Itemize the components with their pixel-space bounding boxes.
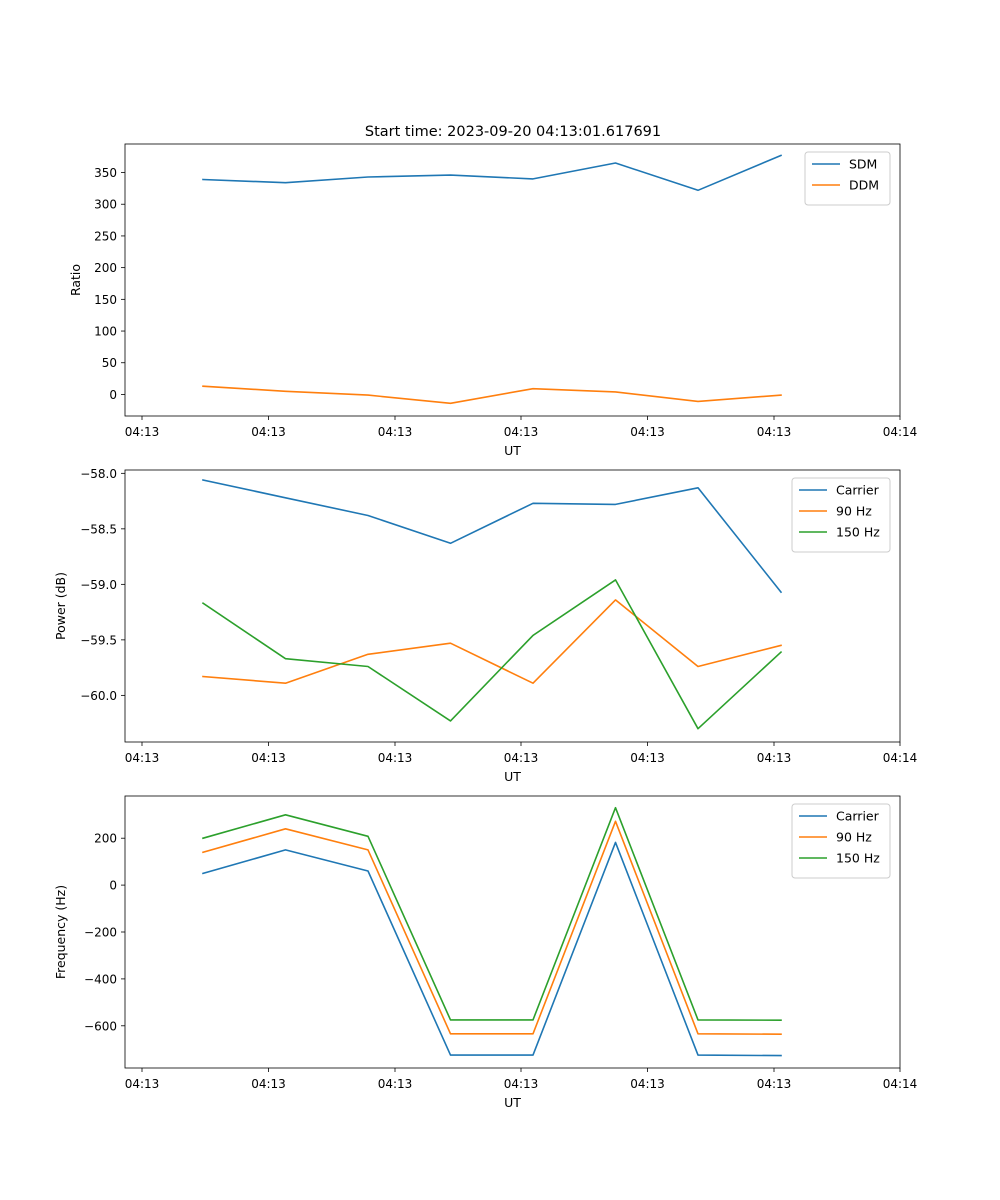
x-axis-label: UT (504, 769, 521, 784)
x-tick-label: 04:13 (251, 751, 286, 765)
x-axis-label: UT (504, 1095, 521, 1110)
legend: Carrier 90 Hz 150 Hz (791, 477, 891, 553)
series-line-ddm (202, 385, 782, 405)
series-line-sdm (202, 154, 783, 192)
y-axis-label: Power (dB) (53, 572, 68, 640)
y-tick-label: −59.0 (80, 578, 117, 592)
x-axis-label: UT (504, 443, 521, 458)
x-tick-label: 04:13 (630, 751, 665, 765)
x-tick-label: 04:13 (630, 425, 665, 439)
legend-label: 150 Hz (836, 851, 880, 866)
y-tick-label: 200 (94, 261, 117, 275)
subplot-1: 04:13 04:13 04:13 04:13 04:13 04:13 04:14 UT 0 50… (68, 143, 918, 458)
subplot-2: 04:13 04:13 04:13 04:13 04:13 04:13 04:14 UT −60… (53, 467, 917, 784)
legend-label: SDM (849, 157, 877, 172)
series-line-150-hz (201, 579, 783, 730)
legend: SDM DDM (804, 151, 891, 206)
legend-box (804, 151, 891, 206)
x-tick-label: 04:14 (883, 1077, 918, 1091)
x-tick-label: 04:13 (378, 751, 413, 765)
series-line-90-hz (202, 599, 782, 685)
y-tick-label: −200 (84, 926, 117, 940)
y-tick-label: 250 (94, 229, 117, 243)
series-line-150-hz (202, 806, 782, 1022)
x-tick-label: 04:13 (125, 425, 160, 439)
y-axis-label: Ratio (68, 264, 83, 296)
y-tick-label: 50 (102, 356, 117, 370)
x-tick-label: 04:13 (125, 751, 160, 765)
y-tick-label: −400 (84, 972, 117, 986)
x-tick-label: 04:13 (504, 751, 539, 765)
x-tick-label: 04:13 (630, 1077, 665, 1091)
x-tick-label: 04:13 (757, 1077, 792, 1091)
y-tick-label: −600 (84, 1019, 117, 1033)
y-tick-label: 0 (109, 388, 117, 402)
y-tick-label: 100 (94, 325, 117, 339)
x-tick-label: 04:13 (504, 1077, 539, 1091)
y-tick-label: 200 (94, 832, 117, 846)
x-tick-label: 04:14 (883, 425, 918, 439)
x-tick-label: 04:13 (757, 425, 792, 439)
x-tick-label: 04:13 (378, 425, 413, 439)
legend-box (791, 477, 891, 553)
x-tick-label: 04:13 (378, 1077, 413, 1091)
legend-label: 150 Hz (836, 525, 880, 540)
y-axis-label: Frequency (Hz) (53, 885, 68, 979)
legend-label: 90 Hz (836, 830, 872, 845)
figure-title: Start time: 2023-09-20 04:13:01.617691 (365, 124, 661, 140)
x-tick-label: 04:14 (883, 751, 918, 765)
y-tick-label: −59.5 (80, 633, 117, 647)
y-tick-label: 300 (94, 198, 117, 212)
x-tick-label: 04:13 (251, 425, 286, 439)
series-line-90-hz (202, 820, 782, 1036)
legend-label: 90 Hz (836, 504, 872, 519)
x-tick-label: 04:13 (125, 1077, 160, 1091)
x-tick-label: 04:13 (251, 1077, 286, 1091)
legend-label: Carrier (836, 809, 880, 824)
legend-box (791, 803, 891, 879)
subplot-3: 04:13 04:13 04:13 04:13 04:13 04:13 04:14 UT −60… (53, 795, 918, 1110)
y-tick-label: 350 (94, 166, 117, 180)
axes-frame (124, 143, 901, 417)
series-line-carrier (202, 841, 782, 1057)
x-tick-label: 04:13 (504, 425, 539, 439)
legend-label: DDM (849, 178, 879, 193)
axes-frame (124, 469, 901, 743)
y-tick-label: 150 (94, 293, 117, 307)
y-tick-label: −58.0 (80, 467, 117, 481)
y-tick-label: 0 (109, 879, 117, 893)
subplots: 04:13 04:13 04:13 04:13 04:13 04:13 04:14 UT 0 50… (53, 143, 918, 1110)
series-line-carrier (202, 479, 783, 594)
y-tick-label: −58.5 (80, 522, 117, 536)
legend-label: Carrier (836, 483, 880, 498)
x-tick-label: 04:13 (757, 751, 792, 765)
y-tick-label: −60.0 (80, 689, 117, 703)
legend: Carrier 90 Hz 150 Hz (791, 803, 891, 879)
